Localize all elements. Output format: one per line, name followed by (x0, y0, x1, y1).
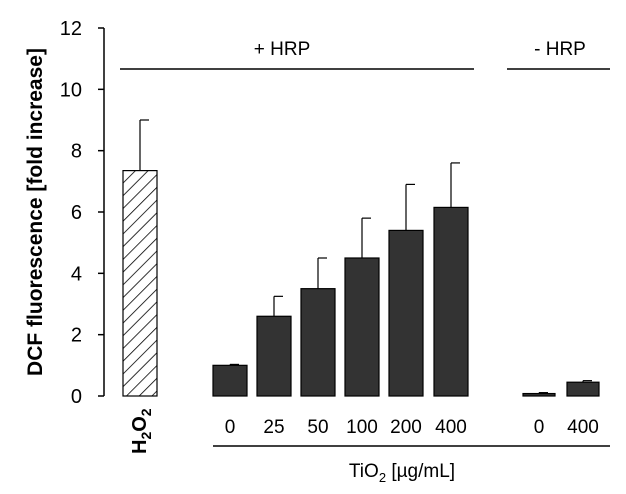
bar (212, 364, 248, 397)
group-label-plus-hrp: + HRP (254, 39, 311, 60)
bar (388, 229, 424, 397)
group-label-minus-hrp: - HRP (534, 39, 586, 60)
y-ticks: 0 2 4 6 8 10 12 (60, 18, 104, 408)
bars (122, 119, 600, 397)
y-axis-label: DCF fluorescence [fold increase] (24, 48, 47, 376)
y-tick-label: 0 (71, 386, 82, 408)
x-tick-label: 100 (346, 417, 378, 438)
y-tick-label: 6 (71, 202, 82, 224)
y-tick-label: 4 (71, 263, 82, 285)
y-tick-label: 12 (60, 18, 82, 40)
bar (522, 392, 556, 397)
x-tick-label: 400 (435, 417, 467, 438)
x-tick-label: 200 (390, 417, 422, 438)
x-tick-label: 0 (225, 417, 236, 438)
x-tick-label: 50 (307, 417, 328, 438)
x-tick-label: 0 (534, 417, 545, 438)
bar (256, 315, 292, 397)
x-tick-label: 25 (263, 417, 284, 438)
bar (566, 381, 600, 397)
y-tick-label: 10 (60, 79, 82, 101)
y-tick-label: 2 (71, 325, 82, 347)
h2o2-label: H2O2 (129, 408, 154, 454)
x-axis-label: TiO2 [µg/mL] (349, 461, 455, 485)
y-tick-label: 8 (71, 141, 82, 163)
x-tick-labels: 0 25 50 100 200 400 0 400 (225, 417, 599, 438)
bar (300, 288, 336, 397)
x-tick-label: 400 (567, 417, 599, 438)
bar (122, 170, 158, 397)
bar (433, 206, 469, 397)
bar (344, 257, 380, 397)
